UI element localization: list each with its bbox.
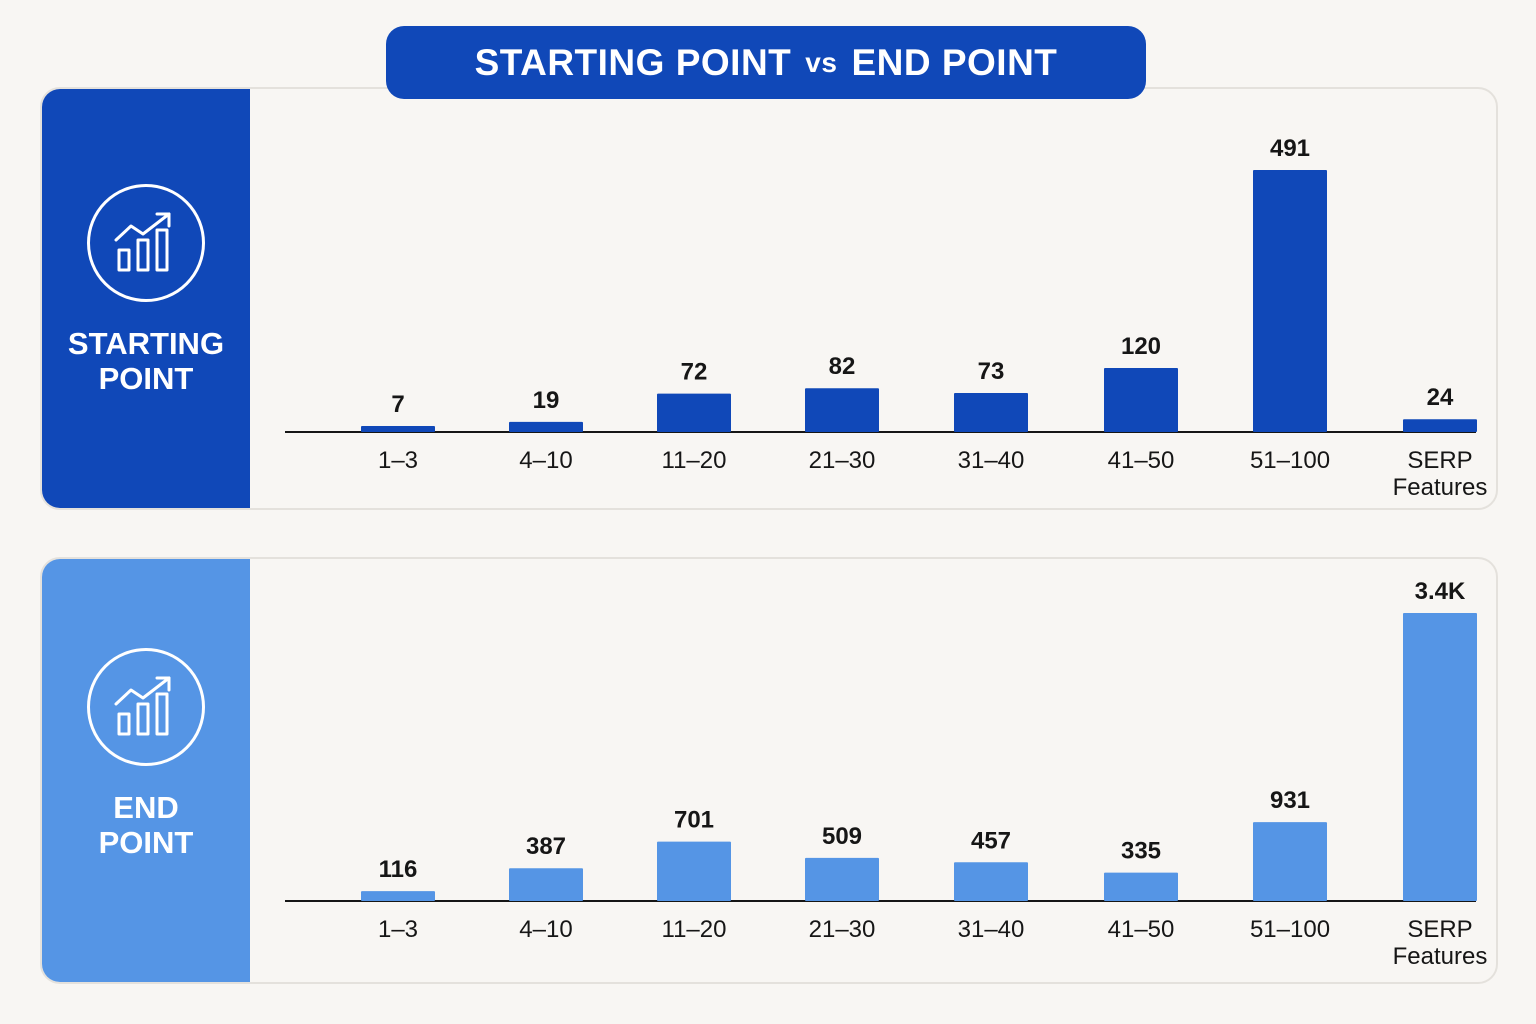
chart-growth-icon [87, 184, 205, 302]
end-bar-6 [1104, 872, 1178, 901]
end-point-plot: 116 1–3 387 4–10 701 11–20 509 21–30 457 31–40 335… [250, 559, 1496, 982]
start-bar-1 [361, 426, 435, 432]
end-bar-3 [657, 841, 731, 901]
start-bar-value-5: 73 [978, 358, 1005, 385]
start-bar-6 [1104, 367, 1178, 432]
starting-point-bar-chart: 7 1–3 19 4–10 72 11–20 82 21–30 73 31–40 120 41–50 4… [285, 135, 1488, 501]
start-x-tick-5: 31–40 [958, 447, 1025, 474]
start-bar-3 [657, 393, 731, 432]
starting-point-plot: 7 1–3 19 4–10 72 11–20 82 21–30 73 31–40 120 41–50 4… [250, 89, 1496, 508]
chart-title-banner: STARTING POINT vs END POINT [386, 26, 1146, 99]
start-bar-value-2: 19 [533, 387, 560, 414]
end-point-bar-chart: 116 1–3 387 4–10 701 11–20 509 21–30 457 31–40 335… [285, 578, 1488, 970]
end-bar-value-4: 509 [822, 823, 862, 850]
end-bar-value-3: 701 [674, 807, 714, 834]
start-x-tick-8: SERP Features [1393, 447, 1488, 501]
start-x-tick-3: 11–20 [662, 447, 727, 474]
start-bar-8 [1403, 419, 1477, 432]
end-bar-value-6: 335 [1121, 838, 1161, 865]
start-bar-value-7: 491 [1270, 135, 1310, 162]
end-bar-value-5: 457 [971, 827, 1011, 854]
end-bar-value-2: 387 [526, 833, 566, 860]
starting-point-label: STARTING POINT [67, 326, 225, 396]
start-x-tick-7: 51–100 [1250, 447, 1330, 474]
end-x-tick-3: 11–20 [662, 916, 727, 943]
start-bar-5 [954, 393, 1028, 432]
end-x-tick-7: 51–100 [1250, 916, 1330, 943]
end-bar-value-7: 931 [1270, 787, 1310, 814]
end-x-tick-4: 21–30 [809, 916, 876, 943]
start-bar-4 [805, 388, 879, 432]
end-bar-2 [509, 868, 583, 901]
starting-point-sidebar: STARTING POINT [42, 89, 250, 508]
end-bar-value-1: 116 [379, 856, 418, 883]
end-point-label: END POINT [98, 790, 194, 860]
end-point-panel: END POINT 116 1–3 387 4–10 701 11–20 509 21–30 4… [40, 557, 1498, 984]
end-bar-5 [954, 862, 1028, 901]
start-bar-value-6: 120 [1121, 333, 1161, 360]
chart-growth-icon [87, 648, 205, 766]
end-x-tick-2: 4–10 [519, 916, 572, 943]
title-vs: vs [805, 46, 838, 78]
end-point-sidebar: END POINT [42, 559, 250, 982]
title-left: STARTING POINT [474, 41, 792, 83]
start-x-tick-6: 41–50 [1108, 447, 1175, 474]
start-x-tick-2: 4–10 [519, 447, 572, 474]
end-bar-1 [361, 891, 435, 901]
start-x-tick-4: 21–30 [809, 447, 876, 474]
start-x-tick-1: 1–3 [378, 447, 418, 474]
end-bar-7 [1253, 822, 1327, 901]
end-bar-4 [805, 857, 879, 901]
end-x-tick-6: 41–50 [1108, 916, 1175, 943]
starting-point-panel: STARTING POINT 7 1–3 19 4–10 72 11–20 82 21–30 7… [40, 87, 1498, 510]
start-bar-7 [1253, 170, 1327, 432]
end-bar-8 [1403, 613, 1477, 901]
start-bar-value-3: 72 [681, 359, 708, 386]
end-x-tick-5: 31–40 [958, 916, 1025, 943]
start-bar-value-4: 82 [829, 353, 856, 380]
end-bar-value-8: 3.4K [1415, 578, 1466, 605]
start-bar-2 [509, 421, 583, 432]
end-x-tick-8: SERP Features [1393, 916, 1488, 970]
title-right: END POINT [851, 41, 1058, 83]
start-bar-value-1: 7 [391, 391, 404, 418]
start-bar-value-8: 24 [1427, 384, 1454, 411]
end-x-tick-1: 1–3 [378, 916, 418, 943]
